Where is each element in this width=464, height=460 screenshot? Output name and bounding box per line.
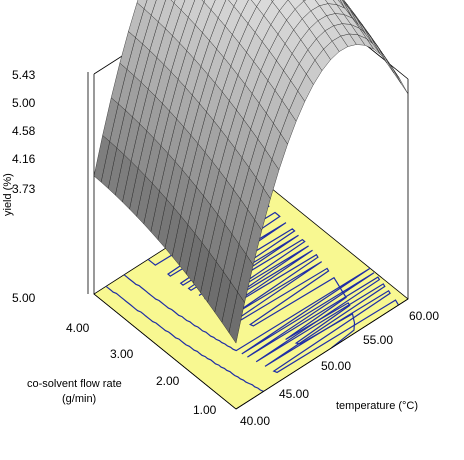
z-tick-label: 4.58: [12, 124, 36, 138]
floor-front-edge: [235, 298, 409, 410]
contour-line: [147, 199, 356, 349]
y-tick-label: 3.00: [110, 347, 134, 361]
z-axis-label: yield (%): [2, 173, 14, 216]
z-tick-label: 4.16: [12, 152, 36, 166]
y-tick-label: 2.00: [156, 374, 180, 388]
x-tick-label: 55.00: [363, 333, 393, 347]
z-tick-label: 5.43: [12, 68, 36, 82]
x-tick-label: 50.00: [321, 359, 351, 373]
contour-line: [105, 285, 264, 392]
surface-cell: [93, 135, 110, 183]
x-axis-label: temperature (°C): [336, 400, 418, 412]
floor-front-edge: [93, 293, 237, 410]
surface-cell: [337, 0, 345, 8]
z-axis-ticks: 5.43 5.00 4.58 4.16 3.73: [12, 68, 36, 196]
x-tick-label: 40.00: [240, 414, 270, 428]
y-tick-label: 4.00: [66, 321, 90, 335]
x-axis-ticks: 40.00 45.00 50.00 55.00 60.00: [240, 309, 439, 428]
y-axis-label-line1: co-solvent flow rate: [27, 378, 122, 390]
contour-line: [123, 267, 400, 374]
surface-cell: [325, 0, 338, 5]
y-tick-label: 5.00: [12, 291, 36, 305]
front-edges: [87, 72, 409, 410]
y-axis-ticks: 5.00 4.00 3.00 2.00 1.00: [12, 291, 217, 417]
x-tick-label: 45.00: [279, 387, 309, 401]
surface-cell: [333, 0, 346, 9]
x-tick-label: 60.00: [409, 309, 439, 323]
y-tick-label: 1.00: [193, 403, 217, 417]
z-tick-label: 5.00: [12, 96, 36, 110]
contour-lines: [105, 199, 400, 392]
z-tick-label: 3.73: [12, 182, 36, 196]
y-axis-label-line2: (g/min): [62, 393, 96, 405]
response-surface: [93, 0, 409, 344]
surface-cell: [270, 0, 274, 2]
